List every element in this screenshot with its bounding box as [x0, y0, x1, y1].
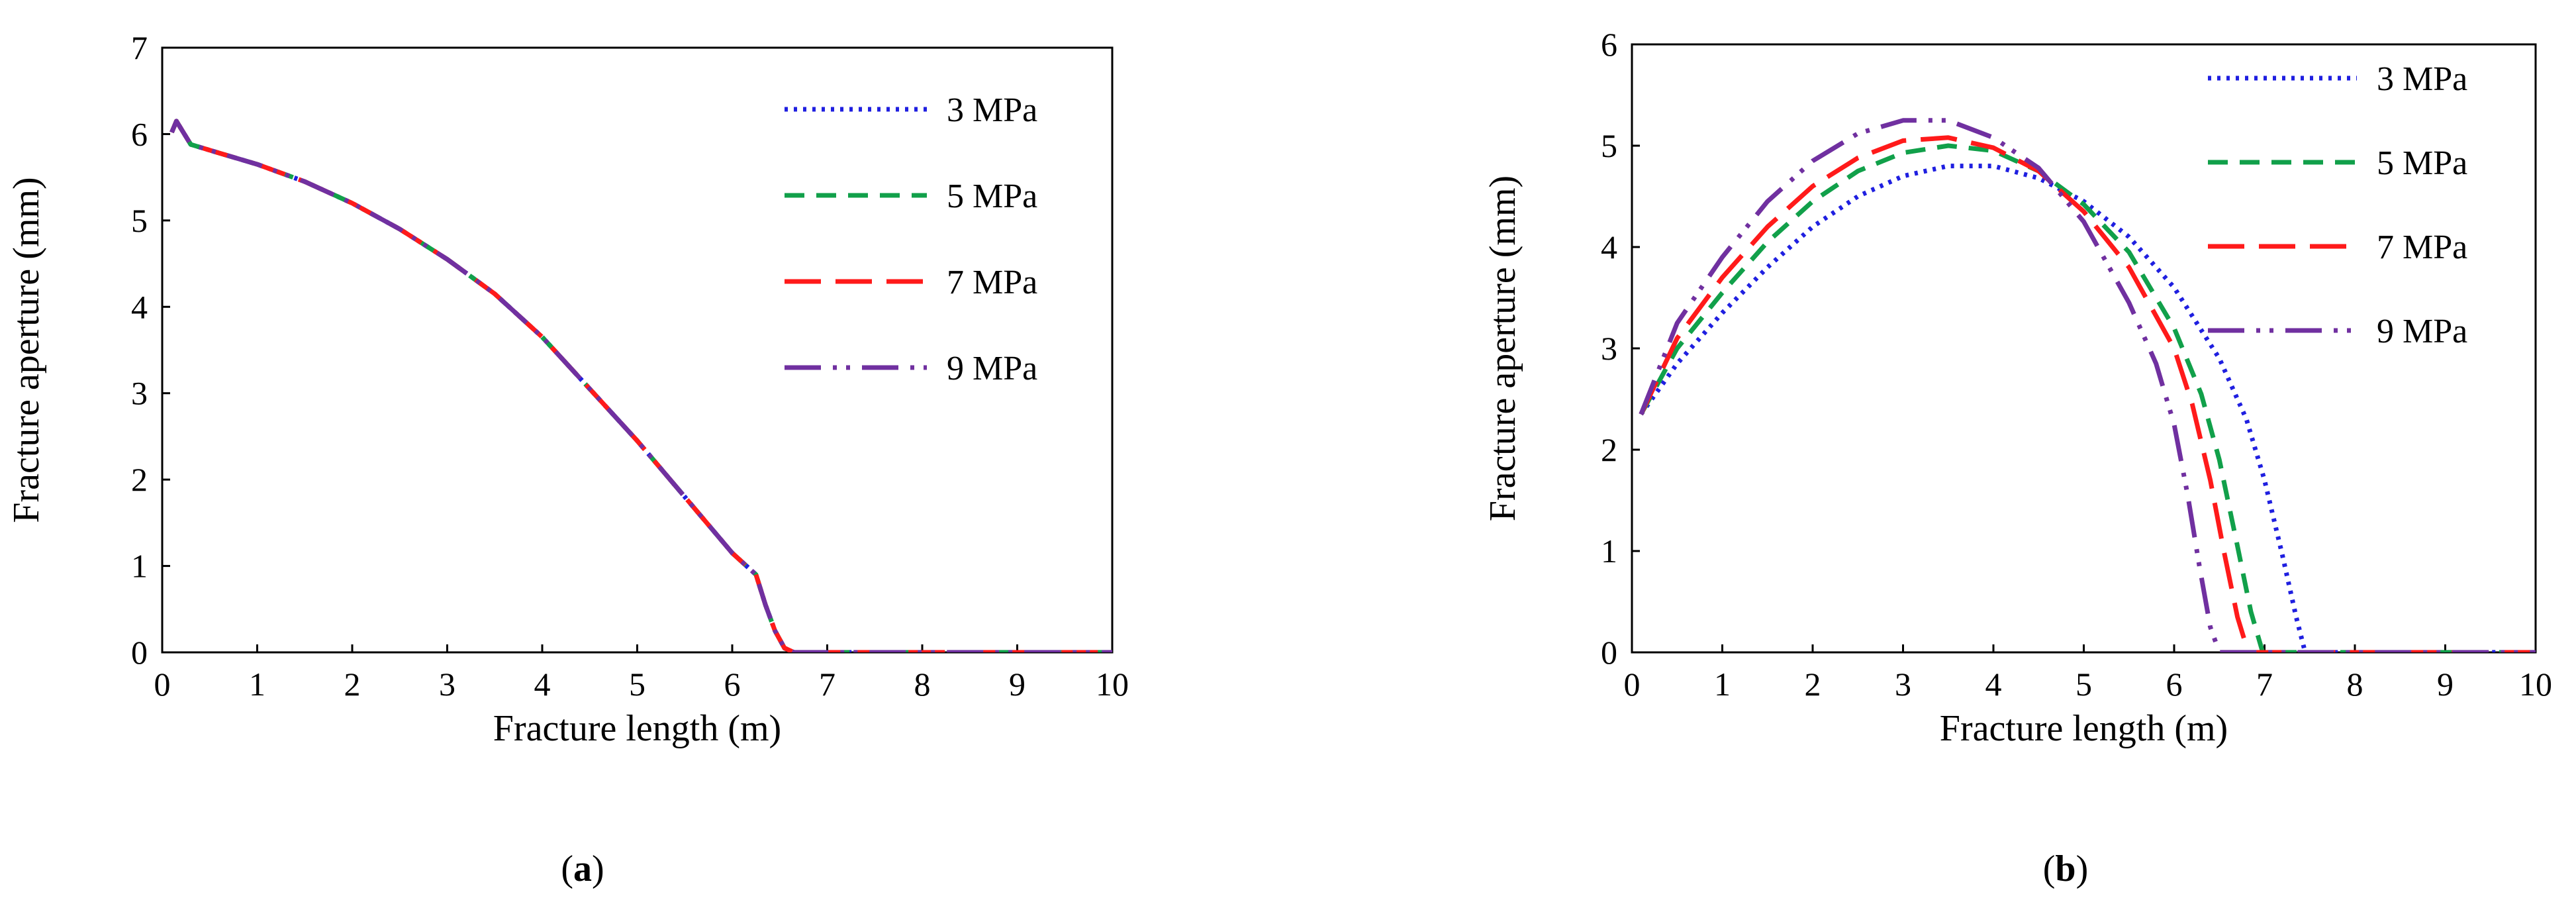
y-tick-label: 6 [131, 115, 148, 152]
x-tick-label: 6 [2166, 666, 2183, 703]
x-tick-label: 2 [344, 666, 361, 703]
y-tick-label: 1 [1601, 532, 1617, 570]
x-tick-label: 7 [2256, 666, 2273, 703]
x-tick-label: 4 [1985, 666, 2002, 703]
series-line-5-mpa [1639, 143, 2536, 652]
y-tick-label: 4 [131, 288, 148, 325]
x-tick-label: 0 [1624, 666, 1641, 703]
caption-letter: b [2055, 848, 2075, 889]
legend-label: 3 MPa [2377, 60, 2467, 98]
x-tick-label: 2 [1805, 666, 1821, 703]
x-axis-title: Fracture length (m) [493, 708, 781, 749]
series-line-3-mpa [1639, 164, 2536, 652]
x-tick-label: 1 [249, 666, 265, 703]
series-line-7-mpa [1639, 135, 2536, 652]
legend-label: 7 MPa [947, 264, 1037, 301]
y-tick-label: 3 [131, 375, 148, 412]
y-tick-label: 7 [131, 29, 148, 66]
panel-caption: (a) [561, 848, 604, 889]
x-tick-label: 4 [534, 666, 551, 703]
y-axis-title: Fracture aperture (mm) [6, 177, 47, 523]
x-tick-label: 7 [819, 666, 835, 703]
series-line-9-mpa [1639, 118, 2536, 652]
y-tick-label: 3 [1601, 330, 1617, 367]
x-tick-label: 3 [439, 666, 455, 703]
x-tick-label: 9 [1009, 666, 1026, 703]
y-tick-label: 0 [131, 634, 148, 671]
legend-label: 5 MPa [2377, 144, 2467, 182]
panel-caption: (b) [2043, 848, 2088, 889]
y-tick-label: 1 [131, 548, 148, 585]
x-tick-label: 10 [1096, 666, 1129, 703]
caption-open: ( [2043, 848, 2056, 889]
legend-label: 7 MPa [2377, 228, 2467, 266]
caption-close: ) [592, 848, 604, 889]
x-tick-label: 5 [629, 666, 645, 703]
x-tick-label: 5 [2075, 666, 2092, 703]
x-tick-label: 3 [1895, 666, 1911, 703]
legend-label: 3 MPa [947, 91, 1037, 129]
x-tick-label: 8 [2347, 666, 2363, 703]
caption-letter: a [573, 848, 592, 889]
legend-label: 5 MPa [947, 177, 1037, 215]
x-axis-title: Fracture length (m) [1940, 708, 2228, 749]
y-tick-label: 4 [1601, 228, 1617, 266]
x-tick-label: 0 [154, 666, 171, 703]
chart-a: 0 1 2 3 4 5 6 7 8 9 10 0 1 2 3 4 5 6 7 Fracture length (m) F… [6, 29, 1129, 889]
chart-b: 0 1 2 3 4 5 6 7 8 9 10 0 1 2 3 4 5 6 Fracture length (m) Fr… [1482, 26, 2552, 889]
y-axis-title: Fracture aperture (mm) [1482, 176, 1523, 521]
x-tick-label: 10 [2519, 666, 2552, 703]
y-tick-label: 2 [1601, 431, 1617, 468]
x-tick-label: 1 [1714, 666, 1731, 703]
y-tick-label: 2 [131, 461, 148, 498]
y-tick-label: 6 [1601, 26, 1617, 63]
x-tick-label: 6 [724, 666, 741, 703]
legend-label: 9 MPa [947, 350, 1037, 387]
series-line-9-mpa [169, 119, 1112, 652]
caption-open: ( [561, 848, 573, 889]
x-tick-label: 8 [914, 666, 931, 703]
y-tick-label: 5 [131, 202, 148, 239]
caption-close: ) [2076, 848, 2089, 889]
y-tick-label: 0 [1601, 634, 1617, 671]
x-tick-label: 9 [2437, 666, 2454, 703]
y-tick-label: 5 [1601, 127, 1617, 164]
legend-label: 9 MPa [2377, 313, 2467, 350]
